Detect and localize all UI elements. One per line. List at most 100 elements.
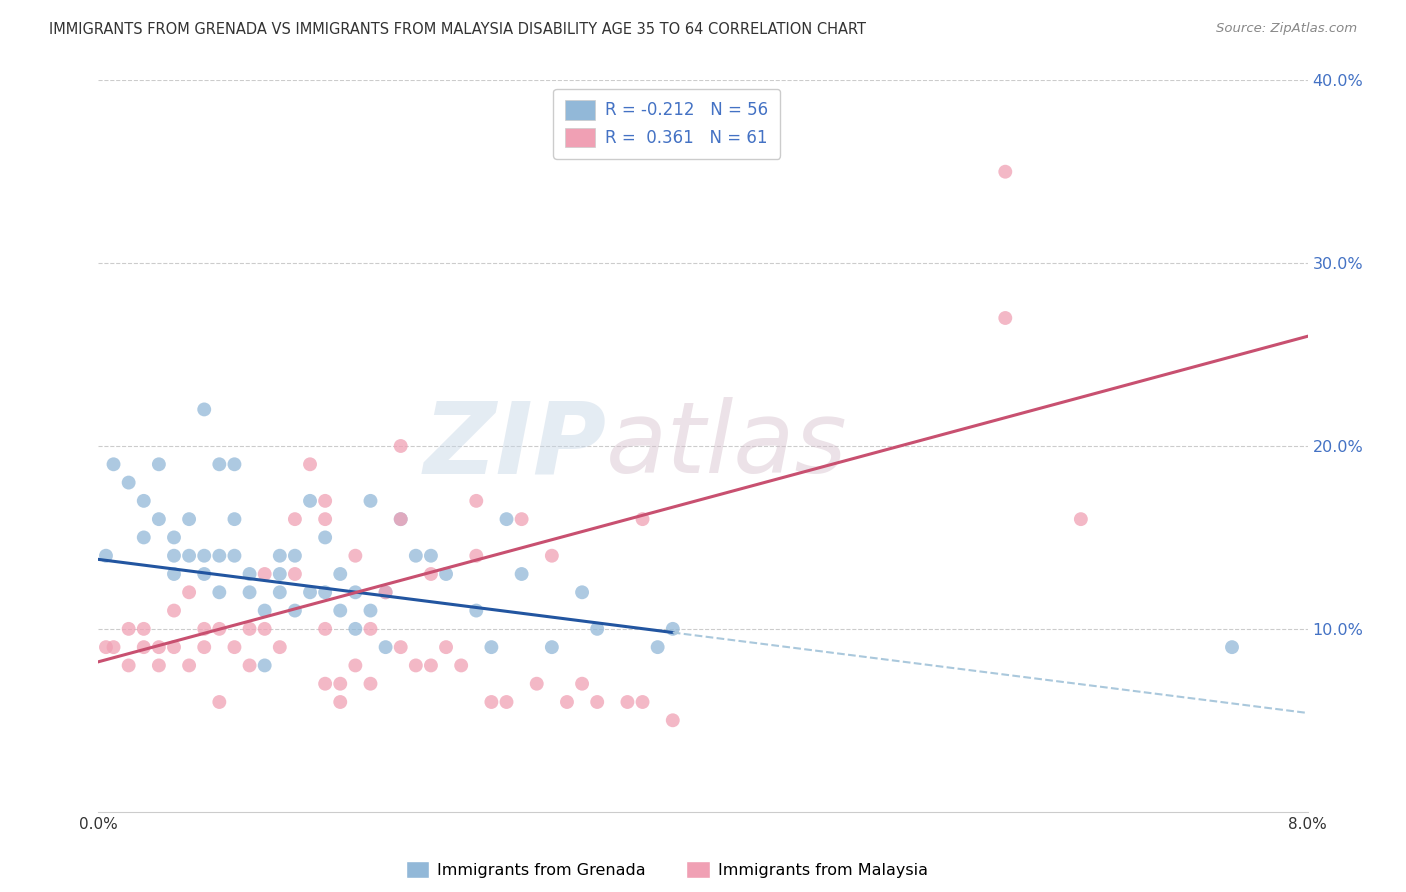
Point — [163, 640, 186, 655]
Point — [314, 676, 336, 690]
Legend: Immigrants from Grenada, Immigrants from Malaysia: Immigrants from Grenada, Immigrants from… — [399, 855, 935, 884]
Point — [661, 714, 683, 728]
Point — [239, 622, 262, 636]
Point — [179, 549, 201, 563]
Point — [510, 512, 533, 526]
Point — [239, 567, 262, 582]
Point — [253, 603, 276, 617]
Point — [253, 567, 276, 582]
Point — [103, 640, 125, 655]
Point — [329, 603, 352, 617]
Point — [314, 622, 336, 636]
Point — [495, 695, 517, 709]
Point — [94, 549, 117, 563]
Point — [405, 549, 427, 563]
Point — [661, 622, 683, 636]
Point — [994, 310, 1017, 325]
Point — [163, 603, 186, 617]
Point — [329, 695, 352, 709]
Point — [616, 695, 638, 709]
Point — [118, 658, 141, 673]
Point — [360, 622, 382, 636]
Point — [329, 567, 352, 582]
Point — [193, 549, 215, 563]
Point — [224, 457, 246, 471]
Point — [434, 567, 457, 582]
Point — [586, 695, 609, 709]
Point — [224, 549, 246, 563]
Point — [284, 512, 307, 526]
Point — [405, 658, 427, 673]
Point — [510, 567, 533, 582]
Point — [208, 695, 231, 709]
Point — [465, 494, 488, 508]
Point — [526, 676, 548, 690]
Point — [344, 658, 367, 673]
Point — [132, 530, 155, 544]
Point — [586, 622, 609, 636]
Point — [224, 640, 246, 655]
Point — [314, 530, 336, 544]
Point — [344, 622, 367, 636]
Point — [420, 658, 443, 673]
Point — [269, 549, 291, 563]
Point — [631, 512, 654, 526]
Point — [163, 530, 186, 544]
Point — [148, 512, 170, 526]
Point — [481, 640, 503, 655]
Point — [555, 695, 578, 709]
Point — [540, 549, 562, 563]
Point — [374, 585, 396, 599]
Point — [360, 603, 382, 617]
Point — [103, 457, 125, 471]
Point — [253, 622, 276, 636]
Point — [193, 567, 215, 582]
Point — [465, 549, 488, 563]
Text: ZIP: ZIP — [423, 398, 606, 494]
Point — [148, 457, 170, 471]
Point — [299, 494, 322, 508]
Point — [132, 622, 155, 636]
Point — [193, 402, 215, 417]
Point — [360, 676, 382, 690]
Point — [994, 164, 1017, 178]
Point — [344, 585, 367, 599]
Point — [253, 658, 276, 673]
Point — [389, 512, 412, 526]
Point — [450, 658, 472, 673]
Point — [193, 622, 215, 636]
Point — [179, 585, 201, 599]
Point — [571, 585, 593, 599]
Point — [224, 512, 246, 526]
Point — [329, 676, 352, 690]
Point — [571, 676, 593, 690]
Point — [299, 457, 322, 471]
Point — [118, 475, 141, 490]
Point — [239, 658, 262, 673]
Point — [389, 439, 412, 453]
Point — [374, 640, 396, 655]
Point — [389, 512, 412, 526]
Point — [299, 585, 322, 599]
Point — [269, 567, 291, 582]
Point — [148, 658, 170, 673]
Point — [208, 622, 231, 636]
Point — [148, 640, 170, 655]
Point — [269, 640, 291, 655]
Point — [284, 603, 307, 617]
Point — [434, 640, 457, 655]
Point — [132, 640, 155, 655]
Point — [314, 585, 336, 599]
Point — [314, 512, 336, 526]
Point — [647, 640, 669, 655]
Point — [163, 549, 186, 563]
Point — [495, 512, 517, 526]
Point — [344, 549, 367, 563]
Point — [1220, 640, 1243, 655]
Point — [179, 658, 201, 673]
Point — [420, 567, 443, 582]
Point — [420, 549, 443, 563]
Point — [314, 494, 336, 508]
Point — [540, 640, 562, 655]
Point — [374, 585, 396, 599]
